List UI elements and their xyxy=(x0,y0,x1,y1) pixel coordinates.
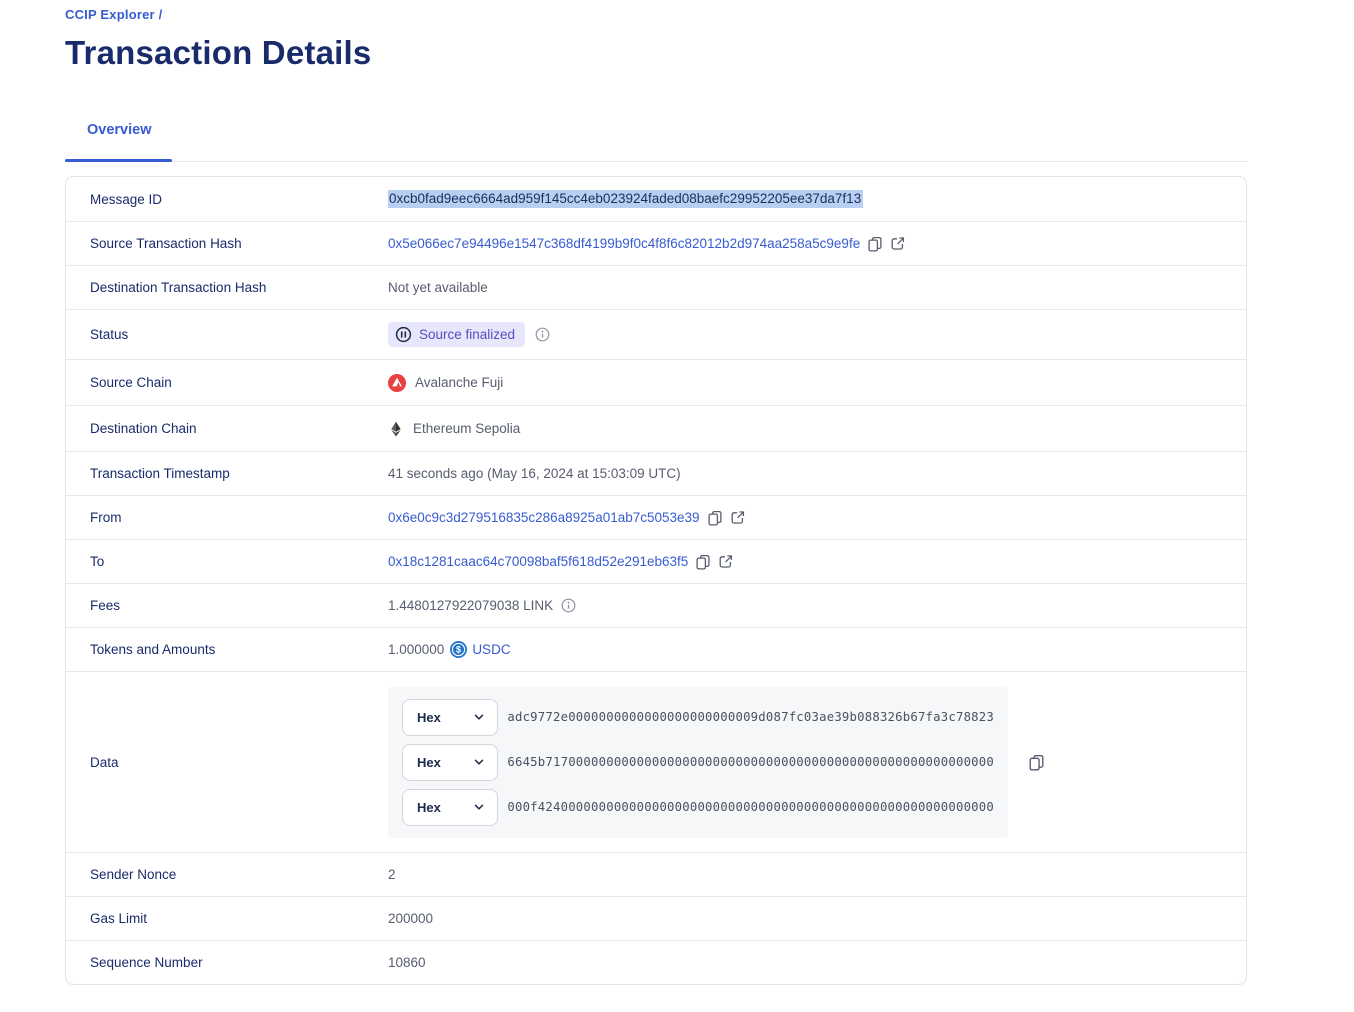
tab-active-indicator xyxy=(65,159,172,162)
row-to: To 0x18c1281caac64c70098baf5f618d52e291e… xyxy=(66,539,1246,583)
source-finalized-icon xyxy=(395,326,412,343)
dest-chain-label: Destination Chain xyxy=(90,421,197,436)
ethereum-icon xyxy=(391,421,401,436)
copy-icon[interactable] xyxy=(695,554,711,570)
timestamp-value: 41 seconds ago (May 16, 2024 at 15:03:09… xyxy=(388,466,681,481)
row-message-id: Message ID 0xcb0fad9eec6664ad959f145cc4e… xyxy=(66,177,1246,221)
data-word-value: adc9772e0000000000000000000000009d087fc0… xyxy=(507,710,994,724)
status-badge: Source finalized xyxy=(388,322,526,347)
data-word-row: Hex adc9772e0000000000000000000000009d08… xyxy=(402,698,994,736)
hex-format-select[interactable]: Hex xyxy=(402,743,499,781)
row-from: From 0x6e0c9c3d279516835c286a8925a01ab7c… xyxy=(66,495,1246,539)
fees-value: 1.4480127922079038 LINK xyxy=(388,598,554,613)
row-sequence-number: Sequence Number 10860 xyxy=(66,940,1246,984)
row-source-tx-hash: Source Transaction Hash 0x5e066ec7e94496… xyxy=(66,221,1246,265)
chevron-down-icon xyxy=(475,714,484,720)
info-icon[interactable] xyxy=(535,327,550,342)
row-data: Data Hex adc9772e00000000000000000000000… xyxy=(66,671,1246,852)
dest-chain-value: Ethereum Sepolia xyxy=(413,421,521,436)
row-status: Status Source finalized xyxy=(66,309,1246,359)
data-word-value: 000f424000000000000000000000000000000000… xyxy=(507,800,994,814)
token-amount: 1.000000 xyxy=(388,642,445,657)
info-icon[interactable] xyxy=(561,598,576,613)
avalanche-icon xyxy=(388,373,406,392)
sender-nonce-value: 2 xyxy=(388,867,396,882)
to-address-link[interactable]: 0x18c1281caac64c70098baf5f618d52e291eb63… xyxy=(388,554,689,569)
chevron-down-icon xyxy=(475,804,484,810)
copy-icon[interactable] xyxy=(1028,754,1045,771)
row-tokens-and-amounts: Tokens and Amounts 1.000000 $ USDC xyxy=(66,627,1246,671)
external-link-icon[interactable] xyxy=(730,510,745,525)
row-dest-tx-hash: Destination Transaction Hash Not yet ava… xyxy=(66,265,1246,309)
svg-text:$: $ xyxy=(456,645,461,655)
breadcrumb-separator: / xyxy=(154,7,163,22)
row-sender-nonce: Sender Nonce 2 xyxy=(66,852,1246,896)
token-symbol: USDC xyxy=(472,642,511,657)
gas-limit-label: Gas Limit xyxy=(90,911,148,926)
dest-tx-hash-value: Not yet available xyxy=(388,280,488,295)
external-link-icon[interactable] xyxy=(718,554,733,569)
tab-bar: Overview xyxy=(65,116,1247,162)
copy-icon[interactable] xyxy=(707,510,723,526)
data-hex-box: Hex adc9772e0000000000000000000000009d08… xyxy=(388,686,1008,838)
tokens-label: Tokens and Amounts xyxy=(90,642,216,657)
from-label: From xyxy=(90,510,122,525)
row-timestamp: Transaction Timestamp 41 seconds ago (Ma… xyxy=(66,451,1246,495)
source-chain-label: Source Chain xyxy=(90,375,172,390)
source-tx-hash-label: Source Transaction Hash xyxy=(90,236,242,251)
message-id-value: 0xcb0fad9eec6664ad959f145cc4eb023924fade… xyxy=(388,190,864,208)
chevron-down-icon xyxy=(475,759,484,765)
hex-format-select[interactable]: Hex xyxy=(402,788,499,826)
sender-nonce-label: Sender Nonce xyxy=(90,867,177,882)
data-word-value: 6645b71700000000000000000000000000000000… xyxy=(507,755,994,769)
row-source-chain: Source Chain Avalanche Fuji xyxy=(66,359,1246,405)
message-id-label: Message ID xyxy=(90,191,163,207)
data-word-row: Hex 000f42400000000000000000000000000000… xyxy=(402,788,994,826)
sequence-number-value: 10860 xyxy=(388,955,426,970)
usdc-icon: $ xyxy=(450,641,468,658)
source-chain-value: Avalanche Fuji xyxy=(415,375,504,390)
row-dest-chain: Destination Chain Ethereum Sepolia xyxy=(66,405,1246,451)
copy-icon[interactable] xyxy=(867,236,883,252)
gas-limit-value: 200000 xyxy=(388,911,434,926)
to-label: To xyxy=(90,554,105,569)
row-fees: Fees 1.4480127922079038 LINK xyxy=(66,583,1246,627)
page-title: Transaction Details xyxy=(65,34,372,71)
tab-overview[interactable]: Overview xyxy=(87,122,152,138)
dest-tx-hash-label: Destination Transaction Hash xyxy=(90,280,267,295)
breadcrumb-link-ccip-explorer[interactable]: CCIP Explorer xyxy=(65,7,155,22)
status-badge-text: Source finalized xyxy=(419,327,516,342)
token-link-usdc[interactable]: $ USDC xyxy=(450,641,511,658)
data-word-row: Hex 6645b7170000000000000000000000000000… xyxy=(402,743,994,781)
fees-label: Fees xyxy=(90,598,121,613)
hex-format-select[interactable]: Hex xyxy=(402,698,499,736)
external-link-icon[interactable] xyxy=(890,236,905,251)
breadcrumb: CCIP Explorer / xyxy=(65,0,1247,22)
from-address-link[interactable]: 0x6e0c9c3d279516835c286a8925a01ab7c5053e… xyxy=(388,510,700,525)
sequence-number-label: Sequence Number xyxy=(90,955,203,970)
timestamp-label: Transaction Timestamp xyxy=(90,466,230,481)
status-label: Status xyxy=(90,327,129,342)
transaction-details-card: Message ID 0xcb0fad9eec6664ad959f145cc4e… xyxy=(65,176,1247,985)
page-container: CCIP Explorer / Transaction Details Over… xyxy=(65,0,1247,985)
row-gas-limit: Gas Limit 200000 xyxy=(66,896,1246,940)
data-label: Data xyxy=(90,754,119,770)
source-tx-hash-link[interactable]: 0x5e066ec7e94496e1547c368df4199b9f0c4f8f… xyxy=(388,236,861,251)
